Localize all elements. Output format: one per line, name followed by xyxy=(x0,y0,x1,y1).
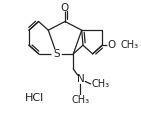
Text: O: O xyxy=(108,40,116,50)
Text: CH₃: CH₃ xyxy=(121,40,139,50)
Text: N: N xyxy=(77,74,84,84)
Text: O: O xyxy=(61,3,69,13)
Text: CH₃: CH₃ xyxy=(92,79,110,89)
Circle shape xyxy=(76,76,85,83)
Text: HCl: HCl xyxy=(25,93,44,103)
Text: CH₃: CH₃ xyxy=(71,95,90,105)
Circle shape xyxy=(108,42,116,49)
Circle shape xyxy=(77,76,84,83)
Circle shape xyxy=(52,50,61,58)
Circle shape xyxy=(108,42,115,48)
Circle shape xyxy=(61,4,69,11)
Text: S: S xyxy=(53,49,60,59)
